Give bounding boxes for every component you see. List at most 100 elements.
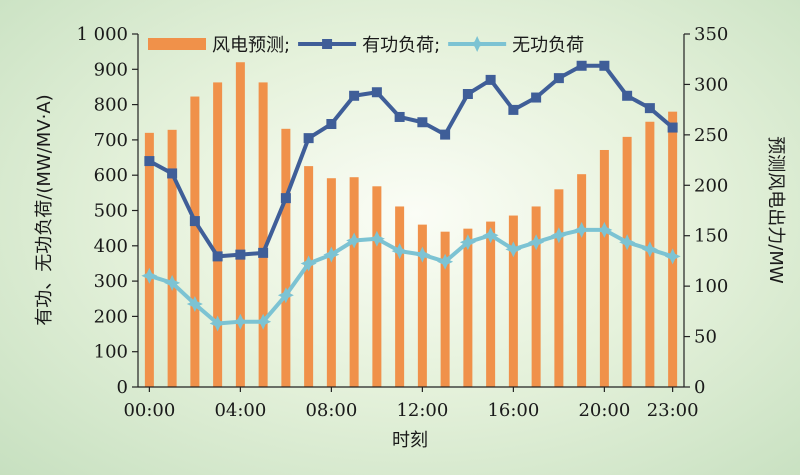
- reactive-load-point-17:00: [528, 234, 545, 251]
- reactive-load-point-11:00: [391, 243, 408, 260]
- y-left-tick-label: 0: [117, 377, 128, 398]
- reactive-load-point-14:00: [459, 234, 476, 251]
- x-tick-label: 23:00: [647, 400, 699, 421]
- legend-label: 有功负荷;: [362, 35, 440, 56]
- x-tick-label: 08:00: [305, 400, 357, 421]
- y-left-tick-label: 1 000: [76, 24, 128, 45]
- reactive-load-point-01:00: [164, 274, 181, 291]
- reactive-load-point-07:00: [300, 255, 317, 272]
- active-load-point-10:00: [371, 87, 382, 98]
- reactive-load-point-09:00: [346, 232, 363, 249]
- axes-layer: 0 100 200 300 400 500 600 700 800 900 1 000 0 50 100 1…: [76, 24, 728, 421]
- bar-01:00: [167, 129, 177, 388]
- active-load-point-23:00: [667, 122, 678, 133]
- y-right-tick-label: 0: [694, 377, 705, 398]
- y-right-tick-label: 100: [694, 276, 728, 297]
- active-load-point-15:00: [485, 74, 496, 85]
- reactive-load-point-12:00: [414, 246, 431, 263]
- active-load-point-13:00: [440, 129, 451, 140]
- y-right-tick-label: 200: [694, 175, 728, 196]
- bar-02:00: [190, 96, 200, 387]
- active-load-point-00:00: [144, 156, 155, 167]
- y-right-tick-label: 50: [694, 327, 717, 348]
- legend-label: 无功负荷: [512, 35, 584, 56]
- bar-00:00: [144, 132, 154, 387]
- legend-label: 风电预测;: [212, 35, 290, 56]
- active-load-point-08:00: [326, 119, 337, 130]
- reactive-load-point-08:00: [323, 246, 340, 263]
- y-left-tick-label: 400: [94, 236, 128, 257]
- reactive-load-point-21:00: [619, 234, 636, 251]
- y-left-tick-label: 100: [94, 342, 128, 363]
- y-right-tick-label: 300: [694, 74, 728, 95]
- x-tick-label: 16:00: [487, 400, 539, 421]
- active-load-point-19:00: [576, 60, 587, 71]
- active-load-point-17:00: [531, 92, 542, 103]
- x-tick-label: 04:00: [214, 400, 266, 421]
- y-left-tick-label: 500: [94, 201, 128, 222]
- reactive-load-point-20:00: [596, 221, 613, 238]
- reactive-load-point-05:00: [255, 313, 272, 330]
- y-left-tick-label: 800: [94, 95, 128, 116]
- reactive-load-line: [148, 227, 674, 326]
- reactive-load-point-10:00: [368, 230, 385, 247]
- bar-12:00: [417, 224, 427, 387]
- y-axis-right-title: 预测风电出力/MW: [765, 136, 786, 284]
- bar-05:00: [258, 82, 268, 387]
- bar-20:00: [599, 149, 609, 387]
- bar-10:00: [372, 186, 382, 387]
- reactive-load-point-00:00: [141, 267, 158, 284]
- y-axis-left-title: 有功、无功负荷/(MW/MV·A): [34, 94, 55, 325]
- active-load-point-03:00: [212, 251, 223, 262]
- bar-06:00: [281, 128, 291, 387]
- bar-04:00: [235, 62, 245, 388]
- active-load-point-11:00: [394, 111, 405, 122]
- y-left-tick-label: 900: [94, 59, 128, 80]
- active-load-point-20:00: [599, 60, 610, 71]
- x-axis-title: 时刻: [392, 430, 428, 451]
- reactive-load-point-22:00: [641, 241, 658, 258]
- y-right-tick-label: 250: [694, 125, 728, 146]
- active-load-point-21:00: [622, 90, 633, 101]
- y-left-tick-label: 200: [94, 306, 128, 327]
- reactive-load-point-03:00: [209, 315, 226, 332]
- bar-16:00: [508, 215, 518, 387]
- bar-15:00: [486, 221, 496, 387]
- legend-marker-active-load: [322, 39, 333, 49]
- y-left-tick-label: 700: [94, 130, 128, 151]
- active-load-point-06:00: [280, 193, 291, 204]
- active-load-point-14:00: [462, 89, 473, 100]
- bar-18:00: [554, 189, 564, 387]
- active-load-point-09:00: [349, 90, 360, 101]
- reactive-load-point-15:00: [482, 227, 499, 244]
- bar-11:00: [395, 206, 405, 387]
- active-load-point-12:00: [417, 117, 428, 128]
- x-tick-label: 20:00: [578, 400, 630, 421]
- active-load-point-16:00: [508, 104, 519, 115]
- bar-03:00: [213, 82, 223, 387]
- y-left-tick-label: 300: [94, 271, 128, 292]
- active-load-point-05:00: [258, 247, 269, 258]
- bar-19:00: [577, 174, 587, 387]
- legend-swatch-wind-forecast: [148, 38, 206, 50]
- reactive-load-point-04:00: [232, 313, 249, 330]
- y-left-tick-label: 600: [94, 165, 128, 186]
- reactive-load-point-16:00: [505, 241, 522, 258]
- bar-17:00: [531, 206, 541, 387]
- bars-layer: [144, 62, 678, 388]
- bar-07:00: [304, 166, 314, 387]
- x-tick-label: 00:00: [123, 400, 175, 421]
- legend-marker-reactive-load: [469, 36, 486, 52]
- reactive-load-point-19:00: [573, 221, 590, 238]
- active-load-point-07:00: [303, 133, 314, 144]
- reactive-load-point-02:00: [186, 296, 203, 313]
- y-right-tick-label: 350: [694, 24, 728, 45]
- reactive-load-point-06:00: [277, 287, 294, 304]
- bar-08:00: [326, 178, 336, 387]
- bar-14:00: [463, 228, 473, 387]
- active-load-point-04:00: [235, 249, 246, 260]
- bar-13:00: [440, 231, 450, 387]
- active-load-point-18:00: [553, 73, 564, 84]
